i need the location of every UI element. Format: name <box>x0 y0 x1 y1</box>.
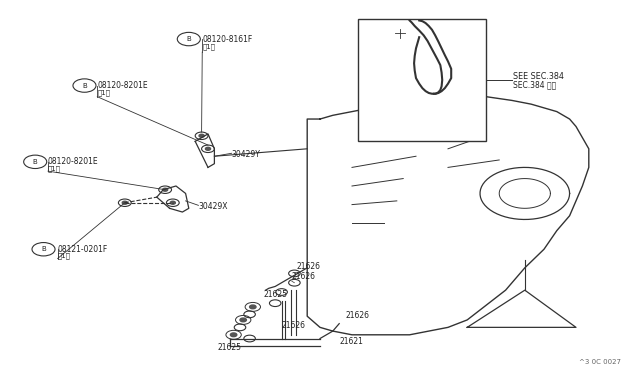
Text: 08120-8161F: 08120-8161F <box>202 35 253 44</box>
Text: 30429X: 30429X <box>198 202 228 211</box>
Bar <box>358 19 486 141</box>
Circle shape <box>250 305 256 309</box>
Text: 08120-8201E: 08120-8201E <box>48 157 99 166</box>
Text: 21625: 21625 <box>264 291 288 299</box>
Text: 〔1〕: 〔1〕 <box>58 252 70 259</box>
Text: 〔1〕: 〔1〕 <box>97 89 110 96</box>
Circle shape <box>122 201 127 204</box>
Text: 〔1〕: 〔1〕 <box>202 43 215 50</box>
Text: SEE SEC.384: SEE SEC.384 <box>513 72 564 81</box>
Circle shape <box>170 201 175 204</box>
Text: ^3 0C 0027: ^3 0C 0027 <box>579 359 621 365</box>
Circle shape <box>205 147 211 150</box>
Text: 21626: 21626 <box>282 321 306 330</box>
Text: B: B <box>33 159 38 165</box>
Text: B: B <box>82 83 87 89</box>
Text: 21626: 21626 <box>291 272 315 281</box>
Text: SEC.384 参照: SEC.384 参照 <box>513 80 557 89</box>
Text: B: B <box>186 36 191 42</box>
Text: 21625: 21625 <box>218 343 242 352</box>
Text: 08121-0201F: 08121-0201F <box>58 245 108 254</box>
Text: 30429Y: 30429Y <box>232 150 260 159</box>
Text: 〔1〕: 〔1〕 <box>48 165 61 172</box>
Circle shape <box>199 134 204 137</box>
Text: 21626: 21626 <box>346 311 370 320</box>
Text: B: B <box>41 246 46 252</box>
Text: 21626: 21626 <box>296 262 321 271</box>
Circle shape <box>230 333 237 337</box>
Circle shape <box>240 318 246 322</box>
Text: 08120-8201E: 08120-8201E <box>97 81 148 90</box>
Text: 21621: 21621 <box>339 337 363 346</box>
Circle shape <box>163 188 168 191</box>
